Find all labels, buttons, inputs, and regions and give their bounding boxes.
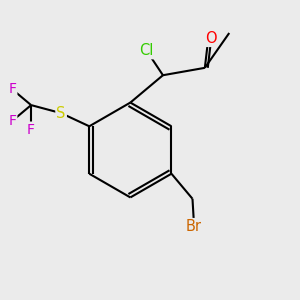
Text: F: F	[27, 123, 35, 136]
Text: F: F	[8, 82, 16, 96]
Text: Br: Br	[186, 219, 202, 234]
Text: Cl: Cl	[140, 43, 154, 58]
Text: S: S	[56, 106, 66, 121]
Text: O: O	[205, 31, 217, 46]
Text: F: F	[8, 114, 16, 128]
